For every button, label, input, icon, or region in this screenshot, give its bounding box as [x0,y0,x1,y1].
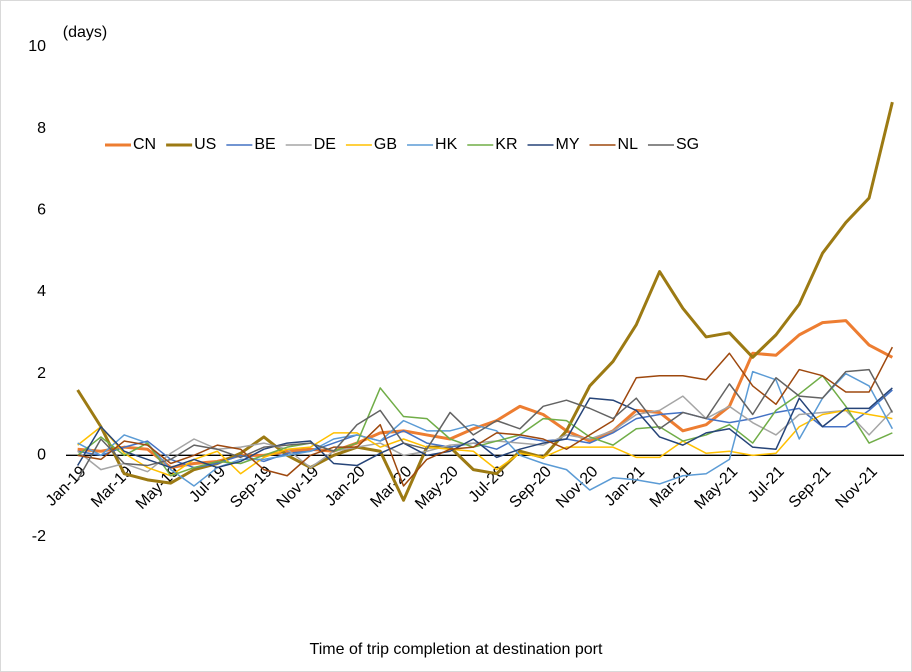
legend-label: BE [254,136,275,153]
y-axis-title: (days) [63,24,107,41]
y-tick-label: 6 [37,202,46,219]
series-line [76,368,894,481]
y-tick-label: 0 [37,447,46,464]
legend-label: CN [133,136,156,153]
series-line [77,389,893,469]
legend-label: KR [495,136,517,153]
y-tick-label: -2 [32,528,46,545]
legend-label: NL [618,136,639,153]
series-line [77,346,894,487]
legend-label: SG [676,136,699,153]
legend-label: MY [556,136,580,153]
series-line [77,374,893,477]
x-axis-title: Time of trip completion at destination p… [310,641,603,658]
series-line [76,387,893,469]
y-tick-label: 4 [37,283,46,300]
y-tick-label: 2 [37,365,46,382]
legend-label: HK [435,136,458,153]
legend-label: DE [314,136,336,153]
legend-label: US [194,136,216,153]
legend-label: GB [374,136,397,153]
y-tick-label: 8 [37,120,46,137]
y-tick-label: 10 [28,38,46,55]
series-line [77,409,893,477]
